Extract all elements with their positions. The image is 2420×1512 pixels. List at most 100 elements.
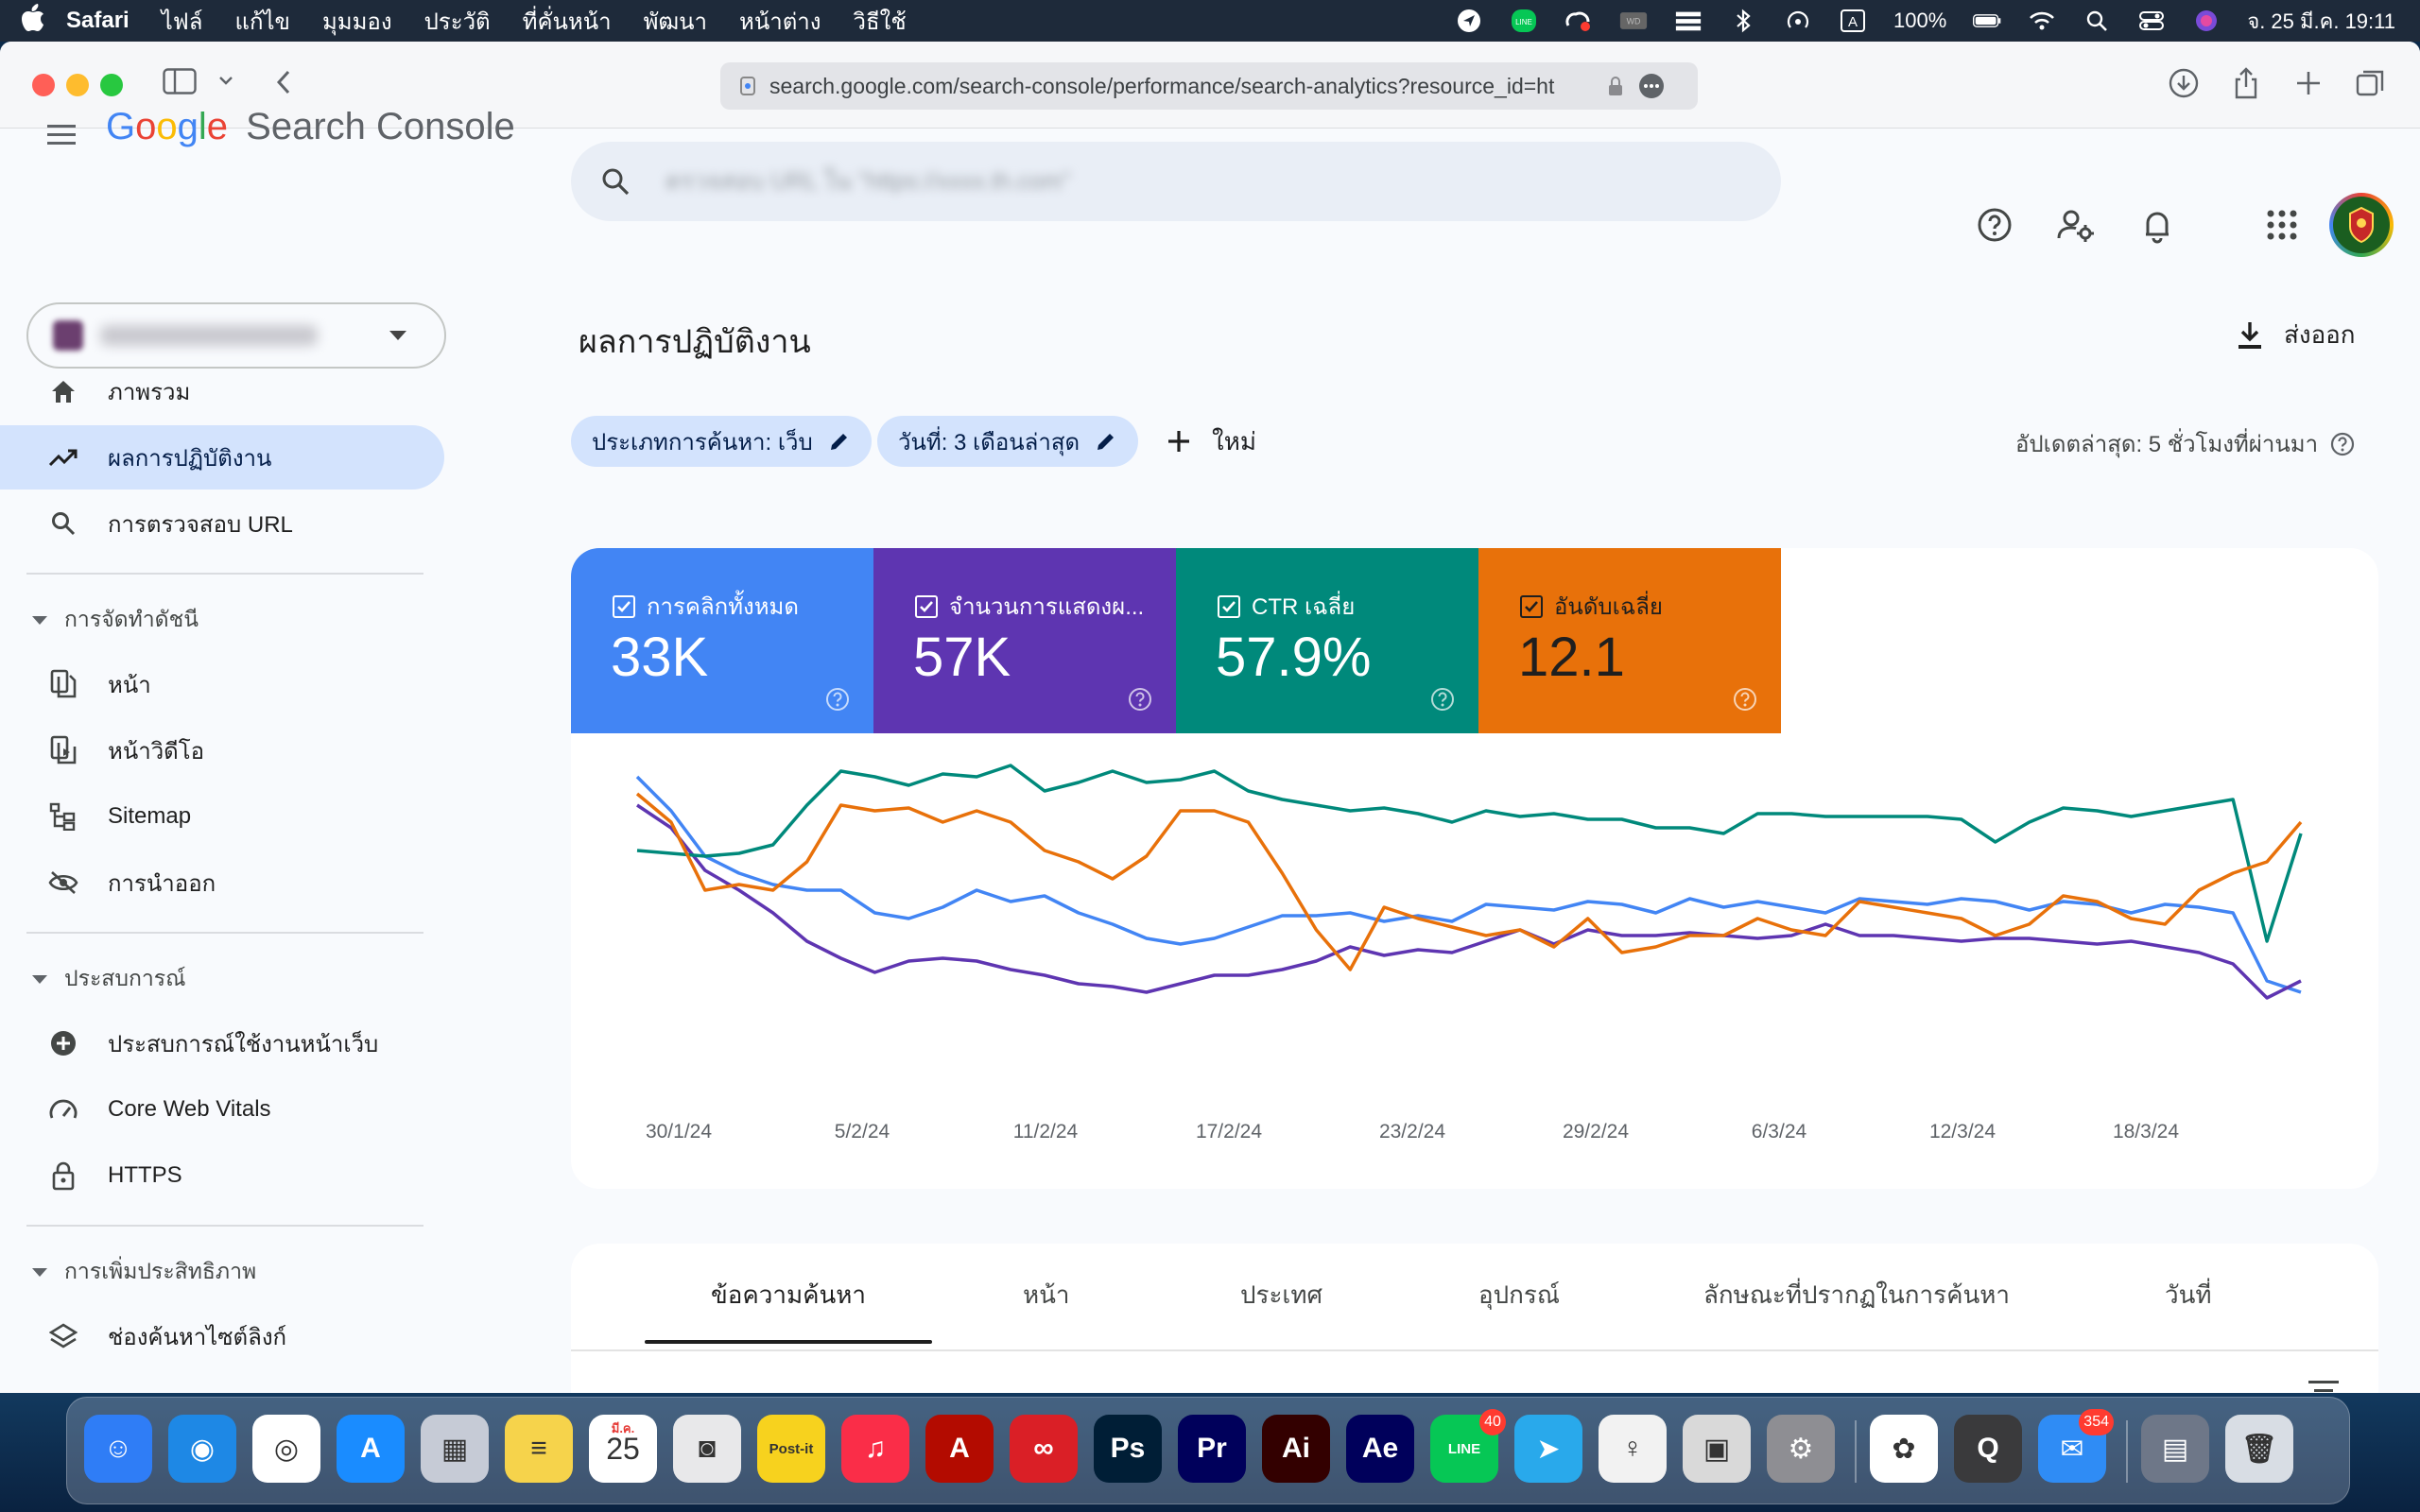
- dock-app-acrobat[interactable]: A: [925, 1415, 994, 1483]
- sidebar-toggle-icon[interactable]: [163, 68, 197, 94]
- sidebar-item-sitemap[interactable]: Sitemap: [0, 784, 444, 849]
- performance-line-chart[interactable]: 30/1/24 5/2/24 11/2/24 17/2/24 23/2/24 29/2/2…: [571, 733, 2378, 1189]
- dock-app-photos[interactable]: ✿: [1870, 1415, 1938, 1483]
- menu-bookmarks[interactable]: ที่คั่นหน้า: [522, 9, 612, 35]
- sidebar-item-performance[interactable]: ผลการปฏิบัติงาน: [0, 425, 444, 490]
- menu-window[interactable]: หน้าต่าง: [739, 9, 821, 35]
- google-apps-icon[interactable]: [2263, 206, 2301, 244]
- main-menu-icon[interactable]: [45, 121, 78, 149]
- dock-app-screenshot[interactable]: ◙: [673, 1415, 741, 1483]
- site-settings-icon[interactable]: [739, 76, 756, 96]
- battery-icon[interactable]: [1973, 9, 2001, 33]
- dock-app-trash[interactable]: 🗑: [2225, 1415, 2293, 1483]
- sidebar-section-enhancements[interactable]: การเพิ่มประสิทธิภาพ: [32, 1255, 256, 1289]
- dock-app-safari[interactable]: ◉: [168, 1415, 236, 1483]
- creative-cloud-status-icon[interactable]: [1564, 9, 1593, 33]
- filter-chip-search-type[interactable]: ประเภทการค้นหา: เว็บ: [571, 416, 872, 467]
- tab-pages[interactable]: หน้า: [1023, 1280, 1070, 1309]
- bluetooth-icon[interactable]: [1729, 9, 1757, 33]
- dock-app-line[interactable]: LINE 40: [1430, 1409, 1506, 1483]
- sidebar-item-sitelinks-searchbox[interactable]: ช่องค้นหาไซต์ลิงก์: [0, 1304, 444, 1368]
- dock-app-post-it[interactable]: Post-it: [757, 1415, 825, 1483]
- checkbox-icon[interactable]: [915, 594, 938, 618]
- apple-menu-icon[interactable]: [0, 3, 66, 39]
- dock-app-calendar[interactable]: 25 มี.ค.: [589, 1415, 657, 1483]
- checkbox-icon[interactable]: [613, 594, 635, 618]
- help-icon[interactable]: [824, 686, 851, 713]
- control-center-icon[interactable]: [2137, 9, 2166, 33]
- help-icon[interactable]: [1976, 206, 2014, 244]
- help-icon[interactable]: [2329, 431, 2356, 457]
- wd-drive-icon[interactable]: WD: [1619, 9, 1648, 33]
- help-icon[interactable]: [1429, 686, 1456, 713]
- sidebar-item-video-pages[interactable]: หน้าวิดีโอ: [0, 718, 444, 782]
- manage-users-icon[interactable]: [2057, 206, 2095, 244]
- metric-tile-ctr[interactable]: CTR เฉลี่ย 57.9%: [1176, 548, 1478, 733]
- address-bar[interactable]: search.google.com/search-console/perform…: [720, 62, 1698, 110]
- tab-overview-icon[interactable]: [2354, 66, 2388, 100]
- more-options-icon[interactable]: [1637, 72, 1666, 100]
- dock-app-launchpad[interactable]: ▦: [421, 1415, 489, 1483]
- tab-queries[interactable]: ข้อความค้นหา: [711, 1280, 867, 1309]
- spotlight-search-icon[interactable]: [2083, 9, 2111, 33]
- share-icon[interactable]: [2229, 66, 2263, 100]
- search-input[interactable]: ตรวจสอบ URL ใน "https://xxxx.th.com": [666, 168, 1071, 195]
- sidebar-item-overview[interactable]: ภาพรวม: [0, 359, 444, 423]
- window-close-button[interactable]: [32, 74, 55, 96]
- help-icon[interactable]: [1732, 686, 1758, 713]
- siri-icon[interactable]: [2192, 9, 2221, 33]
- sidebar-item-pages[interactable]: หน้า: [0, 652, 444, 716]
- airdrop-icon[interactable]: [1784, 9, 1812, 33]
- add-filter-button[interactable]: ใหม่: [1165, 418, 1256, 465]
- tab-search-appearance[interactable]: ลักษณะที่ปรากฏในการค้นหา: [1703, 1280, 2010, 1309]
- menu-edit[interactable]: แก้ไข: [234, 9, 290, 35]
- checkbox-icon[interactable]: [1520, 594, 1543, 618]
- dock-app-downloads[interactable]: ▤: [2141, 1415, 2209, 1483]
- filter-rows-icon[interactable]: [2307, 1378, 2341, 1393]
- sidebar-item-https[interactable]: HTTPS: [0, 1143, 444, 1208]
- dock-app-after-effects[interactable]: Ae: [1346, 1415, 1414, 1483]
- sidebar-item-core-web-vitals[interactable]: Core Web Vitals: [0, 1077, 444, 1142]
- sidebar-item-url-inspection[interactable]: การตรวจสอบ URL: [0, 491, 444, 556]
- line-status-icon[interactable]: LINE: [1510, 9, 1538, 33]
- menu-develop[interactable]: พัฒนา: [643, 9, 708, 35]
- notifications-bell-icon[interactable]: [2138, 206, 2176, 244]
- wifi-icon[interactable]: [2028, 9, 2056, 33]
- dock-app-notes[interactable]: ≡: [505, 1415, 573, 1483]
- dock-app-photoshop[interactable]: Ps: [1094, 1415, 1162, 1483]
- menu-clock[interactable]: จ. 25 มี.ค. 19:11: [2247, 9, 2395, 33]
- menu-view[interactable]: มุมมอง: [321, 9, 392, 35]
- dock-app-system-settings[interactable]: ⚙: [1767, 1415, 1835, 1483]
- dock-app-finder[interactable]: ☺: [84, 1415, 152, 1483]
- dock-app-music[interactable]: ♫: [841, 1415, 909, 1483]
- back-arrow-icon[interactable]: [272, 68, 295, 96]
- chevron-down-icon[interactable]: [216, 70, 236, 91]
- filter-chip-date[interactable]: วันที่: 3 เดือนล่าสุด: [877, 416, 1139, 467]
- location-arrow-icon[interactable]: [1455, 9, 1483, 33]
- dock-app-illustrator[interactable]: Ai: [1262, 1415, 1330, 1483]
- dock-app-quicktime[interactable]: Q: [1954, 1415, 2022, 1483]
- tab-dates[interactable]: วันที่: [2165, 1280, 2212, 1309]
- sidebar-item-page-experience[interactable]: ประสบการณ์ใช้งานหน้าเว็บ: [0, 1011, 444, 1075]
- tab-countries[interactable]: ประเทศ: [1240, 1280, 1322, 1309]
- sidebar-section-indexing[interactable]: การจัดทำดัชนี: [32, 603, 199, 637]
- menu-app-name[interactable]: Safari: [66, 8, 130, 33]
- input-source-icon[interactable]: A: [1839, 9, 1867, 33]
- account-avatar[interactable]: [2329, 193, 2394, 257]
- google-search-console-logo[interactable]: Google Search Console: [106, 106, 515, 147]
- dock-app-telegram[interactable]: ➤: [1514, 1415, 1582, 1483]
- stack-icon[interactable]: [1674, 9, 1703, 33]
- url-text[interactable]: search.google.com/search-console/perform…: [769, 73, 1555, 98]
- tab-devices[interactable]: อุปกรณ์: [1478, 1280, 1560, 1309]
- dock-app-voice[interactable]: ♀: [1599, 1415, 1667, 1483]
- help-icon[interactable]: [1127, 686, 1153, 713]
- metric-tile-position[interactable]: อันดับเฉลี่ย 12.1: [1478, 548, 1781, 733]
- url-inspection-search[interactable]: ตรวจสอบ URL ใน "https://xxxx.th.com": [571, 142, 1781, 221]
- downloads-icon[interactable]: [2167, 66, 2201, 100]
- dock-app-premiere[interactable]: Pr: [1178, 1415, 1246, 1483]
- dock-app-photo-booth[interactable]: ▣: [1683, 1415, 1751, 1483]
- metric-tile-impressions[interactable]: จำนวนการแสดงผ... 57K: [873, 548, 1176, 733]
- window-zoom-button[interactable]: [100, 74, 123, 96]
- dock-app-creative-cloud[interactable]: ∞: [1010, 1415, 1078, 1483]
- menu-file[interactable]: ไฟล์: [161, 9, 203, 35]
